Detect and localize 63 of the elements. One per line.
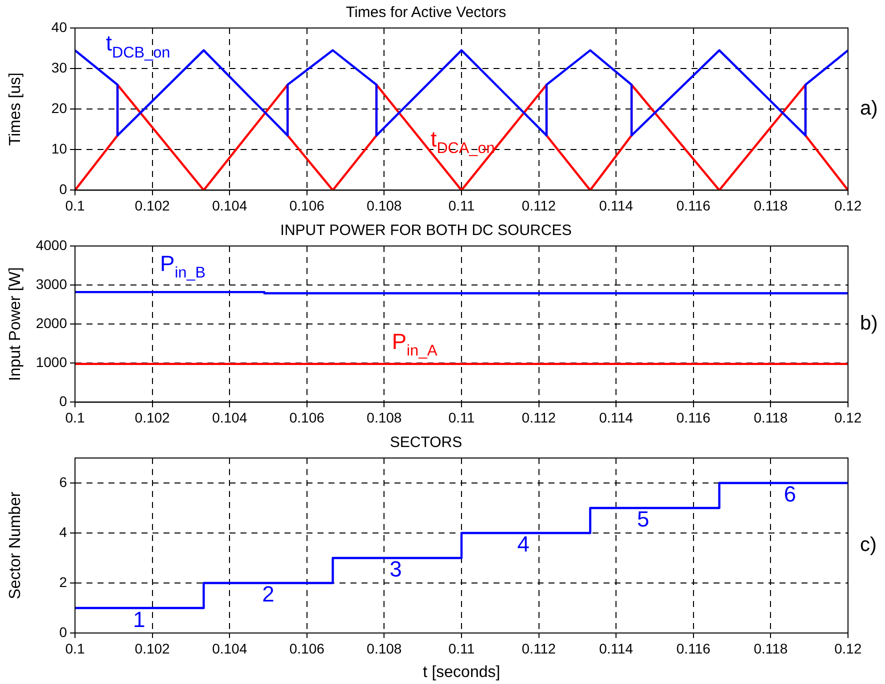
y-axis-title: Sector Number bbox=[7, 491, 24, 600]
x-tick-label: 0.106 bbox=[289, 197, 325, 214]
x-tick-label: 0.118 bbox=[754, 409, 788, 426]
x-tick-label: 0.11 bbox=[448, 409, 475, 426]
x-tick-label: 0.12 bbox=[834, 197, 862, 214]
x-tick-label: 0.1 bbox=[65, 640, 85, 656]
y-tick-label: 30 bbox=[51, 59, 68, 76]
x-tick-label: 0.12 bbox=[834, 640, 862, 656]
y-tick-label: 40 bbox=[51, 18, 68, 35]
annotation: 5 bbox=[637, 506, 650, 532]
text: c) bbox=[860, 534, 877, 556]
x-tick-label: 0.11 bbox=[448, 640, 475, 656]
y-tick-label: 4 bbox=[59, 524, 68, 540]
x-tick-label: 0.12 bbox=[834, 409, 862, 426]
y-tick-label: 10 bbox=[51, 140, 68, 157]
x-tick-label: 0.112 bbox=[522, 197, 556, 214]
x-tick-label: 0.108 bbox=[366, 409, 402, 426]
x-axis-title: t [seconds] bbox=[422, 664, 500, 681]
x-tick-label: 0.102 bbox=[134, 409, 170, 426]
x-tick-label: 0.114 bbox=[599, 640, 634, 656]
x-tick-label: 0.118 bbox=[754, 197, 788, 214]
chart-title: INPUT POWER FOR BOTH DC SOURCES bbox=[280, 222, 572, 240]
x-tick-label: 0.104 bbox=[212, 197, 248, 214]
x-tick-label: 0.112 bbox=[522, 640, 556, 656]
x-tick-label: 0.1 bbox=[65, 409, 85, 426]
y-tick-label: 4000 bbox=[36, 236, 68, 253]
x-tick-label: 0.114 bbox=[599, 197, 634, 214]
y-tick-label: 20 bbox=[51, 100, 68, 116]
x-tick-label: 0.108 bbox=[366, 197, 402, 214]
y-tick-label: 1000 bbox=[36, 354, 68, 370]
x-tick-label: 0.102 bbox=[134, 197, 170, 214]
annotation: 1 bbox=[133, 606, 146, 632]
y-tick-label: 6 bbox=[59, 474, 68, 490]
x-tick-label: 0.104 bbox=[212, 409, 248, 426]
y-tick-label: 0 bbox=[59, 393, 68, 410]
y-tick-label: 0 bbox=[59, 181, 68, 198]
x-tick-label: 0.112 bbox=[522, 409, 556, 426]
x-tick-label: 0.108 bbox=[366, 640, 402, 656]
y-axis-title: Times [us] bbox=[7, 72, 24, 146]
annotation: 4 bbox=[517, 532, 530, 557]
text: a) bbox=[860, 98, 878, 120]
x-tick-label: 0.116 bbox=[676, 197, 711, 214]
x-tick-label: 0.106 bbox=[289, 409, 325, 426]
x-tick-label: 0.106 bbox=[289, 640, 325, 656]
y-tick-label: 2000 bbox=[36, 314, 68, 331]
chart-title: SECTORS bbox=[390, 434, 462, 452]
x-tick-label: 0.1 bbox=[65, 197, 85, 214]
text: b) bbox=[860, 312, 878, 335]
x-tick-label: 0.116 bbox=[676, 640, 711, 656]
x-tick-label: 0.116 bbox=[676, 409, 711, 426]
x-tick-label: 0.104 bbox=[212, 640, 248, 656]
annotation: 2 bbox=[262, 581, 274, 606]
y-axis-title: Input Power [W] bbox=[7, 267, 24, 382]
y-tick-label: 2 bbox=[59, 574, 68, 590]
x-tick-label: 0.102 bbox=[134, 640, 170, 656]
annotation: 6 bbox=[784, 482, 796, 507]
y-tick-label: 3000 bbox=[36, 276, 68, 292]
annotation: 3 bbox=[390, 556, 402, 582]
chart-title: Times for Active Vectors bbox=[346, 4, 506, 22]
x-tick-label: 0.118 bbox=[754, 640, 788, 656]
y-tick-label: 0 bbox=[59, 624, 68, 640]
x-tick-label: 0.114 bbox=[599, 409, 634, 426]
x-tick-label: 0.11 bbox=[448, 197, 475, 214]
